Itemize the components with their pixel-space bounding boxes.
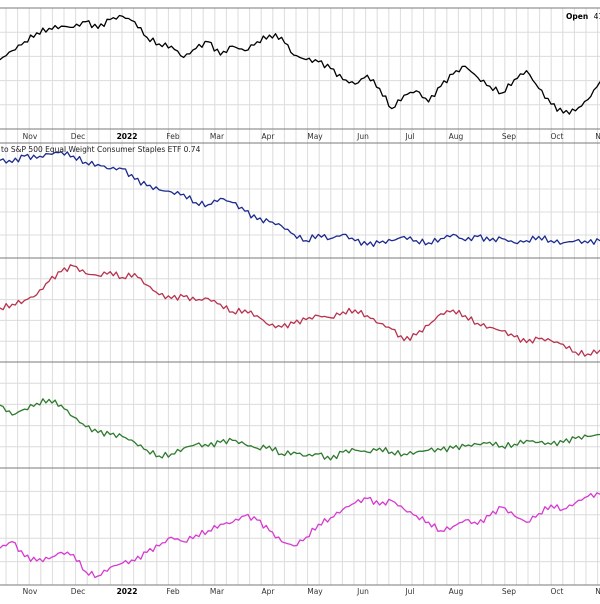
x-top-tick-feb: Feb bbox=[166, 132, 180, 141]
x-top-tick-sep: Sep bbox=[502, 132, 516, 141]
x-top-tick-dec: Dec bbox=[71, 132, 86, 141]
x-bottom-tick-apr: Apr bbox=[262, 587, 276, 596]
x-top-tick-mar: Mar bbox=[210, 132, 225, 141]
x-top-tick-oct: Oct bbox=[551, 132, 564, 141]
x-top-tick-jul: Jul bbox=[404, 132, 414, 141]
ratio-caption: to S&P 500 Equal Weight Consumer Staples… bbox=[1, 145, 201, 154]
grid-layer bbox=[0, 8, 600, 585]
open-label-key: Open bbox=[566, 12, 588, 21]
series-line-2 bbox=[0, 151, 600, 248]
x-top-tick-may: May bbox=[307, 132, 323, 141]
series-line-3 bbox=[0, 264, 600, 357]
x-bottom-tick-n: N bbox=[595, 587, 600, 596]
x-bottom-tick-jul: Jul bbox=[404, 587, 414, 596]
x-top-tick-aug: Aug bbox=[449, 132, 464, 141]
x-bottom-tick-dec: Dec bbox=[71, 587, 86, 596]
x-top-tick-n: N bbox=[595, 132, 600, 141]
x-bottom-tick-mar: Mar bbox=[210, 587, 225, 596]
series-line-4 bbox=[0, 398, 600, 461]
series-line-1 bbox=[0, 14, 600, 115]
x-bottom-tick-nov: Nov bbox=[23, 587, 38, 596]
x-top-tick-nov: Nov bbox=[23, 132, 38, 141]
x-bottom-tick-2022: 2022 bbox=[117, 587, 138, 596]
x-top-tick-apr: Apr bbox=[262, 132, 276, 141]
series-layer bbox=[0, 14, 600, 579]
x-bottom-tick-feb: Feb bbox=[166, 587, 180, 596]
label-layer: Nov Dec 2022 Feb Mar Apr May Jun Jul Aug Sep Oct N No… bbox=[23, 132, 600, 596]
x-bottom-tick-may: May bbox=[307, 587, 323, 596]
x-bottom-tick-sep: Sep bbox=[502, 587, 516, 596]
x-top-tick-2022: 2022 bbox=[117, 132, 138, 141]
panel-layer bbox=[0, 7, 600, 586]
x-top-tick-jun: Jun bbox=[356, 132, 369, 141]
x-bottom-tick-aug: Aug bbox=[449, 587, 464, 596]
open-label: Open 414 bbox=[566, 12, 600, 21]
x-bottom-tick-oct: Oct bbox=[551, 587, 564, 596]
series-line-5 bbox=[0, 492, 600, 579]
open-label-value: 414 bbox=[594, 12, 600, 21]
x-bottom-tick-jun: Jun bbox=[356, 587, 369, 596]
